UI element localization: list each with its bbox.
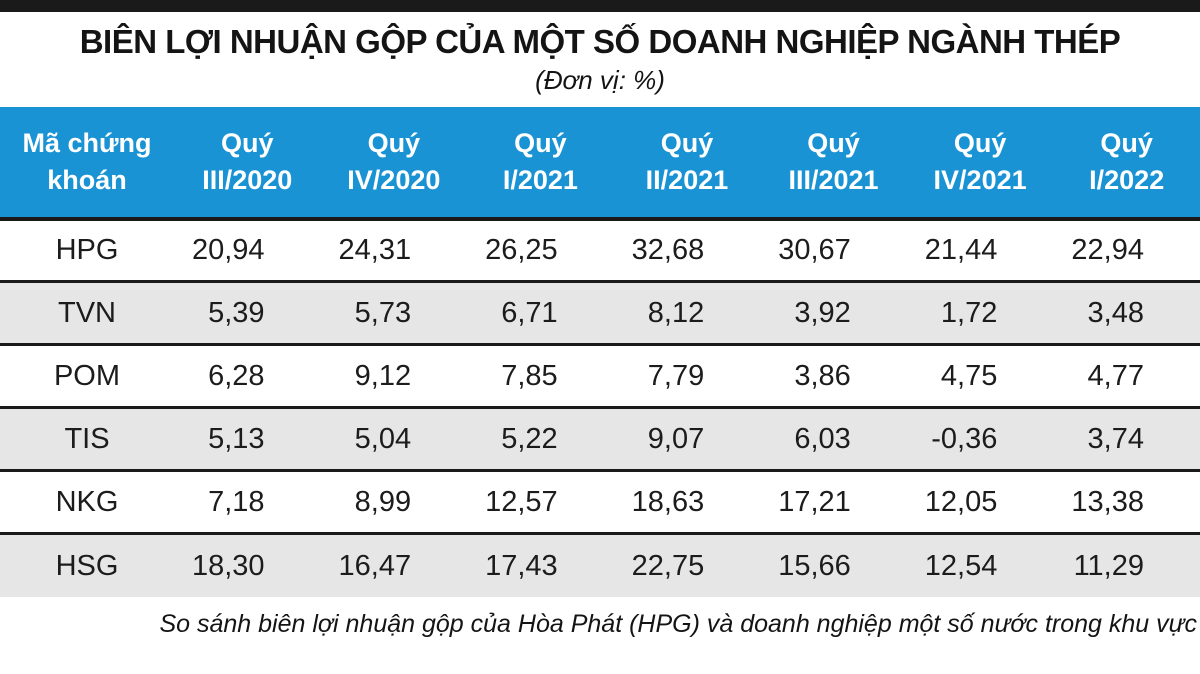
- table-row: TIS 5,13 5,04 5,22 9,07 6,03 -0,36 3,74: [0, 406, 1200, 471]
- col-header-quarter: Quý IV/2020: [320, 106, 468, 221]
- value-cell: 3,48: [1053, 280, 1200, 345]
- value-cell: 5,04: [320, 406, 468, 471]
- value-cell: 26,25: [485, 234, 558, 267]
- ticker-cell: TIS: [0, 406, 174, 471]
- value-cell: 6,03: [760, 406, 907, 471]
- value-cell: 18,63: [613, 469, 761, 534]
- value-cell: 17,43: [467, 532, 614, 597]
- col-header-ticker: Mã chứng khoán: [0, 106, 174, 221]
- value-cell: 5,73: [320, 280, 468, 345]
- col-header-quarter: Quý III/2020: [174, 106, 321, 221]
- gross-margin-table: Mã chứng khoán Quý III/2020 Quý IV/2020 Quý…: [0, 106, 1200, 597]
- value-cell: 5,22: [467, 406, 614, 471]
- value-cell: 7,85: [467, 343, 614, 408]
- col-header-quarter: Quý I/2022: [1053, 106, 1200, 221]
- table-row: TVN 5,39 5,73 6,71 8,12 3,92 1,72 3,48: [0, 280, 1200, 345]
- value-cell: 12,54: [906, 532, 1054, 597]
- value-cell: 17,21: [760, 469, 907, 534]
- steel-gross-margin-infographic: BIÊN LỢI NHUẬN GỘP CỦA MỘT SỐ DOANH NGHI…: [0, 0, 1200, 638]
- unit-note: (Đơn vị: %): [535, 64, 665, 95]
- page-title: BIÊN LỢI NHUẬN GỘP CỦA MỘT SỐ DOANH NGHI…: [79, 23, 1121, 60]
- value-cell: 21,44: [924, 234, 998, 267]
- ticker-cell: HSG: [0, 532, 174, 597]
- value-cell: 5,13: [174, 406, 321, 471]
- value-cell: 13,38: [1053, 469, 1200, 534]
- table-header: Mã chứng khoán Quý III/2020 Quý IV/2020 Quý…: [0, 106, 1200, 221]
- col-header-quarter: Quý II/2021: [613, 106, 761, 221]
- table-header-row: Mã chứng khoán Quý III/2020 Quý IV/2020 Quý…: [0, 106, 1200, 221]
- table-row: HPG 20,94 24,31 26,25 32,68 30,67 21,44 22,94: [0, 219, 1200, 282]
- value-cell: 18,30: [174, 532, 321, 597]
- value-cell: 11,29: [1053, 532, 1200, 597]
- value-cell: 3,92: [760, 280, 907, 345]
- value-cell: 7,18: [174, 469, 321, 534]
- value-cell: 24,31: [338, 234, 412, 267]
- table-row: NKG 7,18 8,99 12,57 18,63 17,21 12,05 13,38: [0, 469, 1200, 534]
- value-cell: 12,57: [467, 469, 614, 534]
- ticker-cell: TVN: [0, 280, 174, 345]
- value-cell: 7,79: [613, 343, 761, 408]
- value-cell: 5,39: [174, 280, 321, 345]
- top-divider-bar: [0, 0, 1200, 12]
- value-cell: 22,75: [613, 532, 761, 597]
- value-cell: 16,47: [320, 532, 468, 597]
- value-cell: 4,75: [906, 343, 1054, 408]
- value-cell: 30,67: [778, 234, 851, 267]
- value-cell: 22,94: [1071, 234, 1144, 267]
- value-cell: 15,66: [760, 532, 907, 597]
- table-row: POM 6,28 9,12 7,85 7,79 3,86 4,75 4,77: [0, 343, 1200, 408]
- value-cell: 6,28: [174, 343, 321, 408]
- table-caption: So sánh biên lợi nhuận gộp của Hòa Phát …: [159, 609, 1197, 638]
- value-cell: 1,72: [906, 280, 1054, 345]
- value-cell: 4,77: [1053, 343, 1200, 408]
- value-cell: 9,07: [613, 406, 761, 471]
- value-cell: 3,86: [760, 343, 907, 408]
- table-row: HSG 18,30 16,47 17,43 22,75 15,66 12,54 11,29: [0, 532, 1200, 597]
- ticker-cell: POM: [0, 343, 174, 408]
- ticker-cell: NKG: [0, 469, 174, 534]
- col-header-quarter: Quý IV/2021: [906, 106, 1054, 221]
- value-cell: 12,05: [906, 469, 1054, 534]
- ticker-cell: HPG: [55, 234, 119, 267]
- value-cell: 32,68: [631, 234, 705, 267]
- col-header-quarter: Quý III/2021: [760, 106, 907, 221]
- value-cell: 20,94: [191, 234, 265, 267]
- value-cell: 3,74: [1053, 406, 1200, 471]
- value-cell: 9,12: [320, 343, 468, 408]
- col-header-quarter: Quý I/2021: [467, 106, 614, 221]
- value-cell: 8,99: [320, 469, 468, 534]
- value-cell: -0,36: [906, 406, 1054, 471]
- value-cell: 6,71: [467, 280, 614, 345]
- value-cell: 8,12: [613, 280, 761, 345]
- table-body: HPG 20,94 24,31 26,25 32,68 30,67 21,44 22,94 TV…: [0, 219, 1200, 597]
